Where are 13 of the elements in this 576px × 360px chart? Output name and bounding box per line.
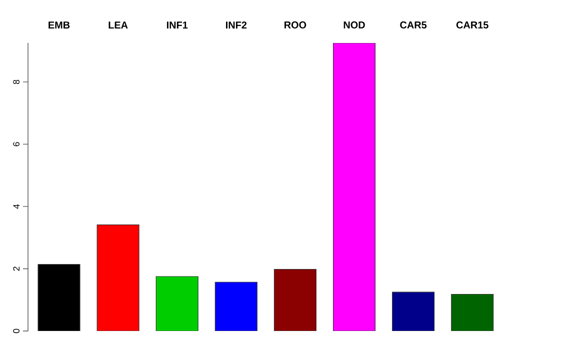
- x-tick-label: LEA: [108, 22, 128, 28]
- y-tick-label: 8: [13, 80, 20, 84]
- x-tick-label: INF1: [166, 22, 188, 28]
- y-tick-label: 4: [13, 204, 20, 209]
- x-tick-label: ROO: [284, 21, 306, 28]
- x-tick-label: CAR5: [400, 21, 427, 28]
- x-tick-label: CAR15: [456, 21, 488, 28]
- y-tick-label: 6: [13, 142, 20, 146]
- x-tick-label: INF2: [226, 22, 247, 28]
- y-tick-label: 0: [13, 328, 20, 334]
- y-tick-label: 2: [13, 266, 20, 271]
- x-tick-label: NOD: [344, 21, 365, 28]
- x-tick-label: EMB: [48, 22, 70, 28]
